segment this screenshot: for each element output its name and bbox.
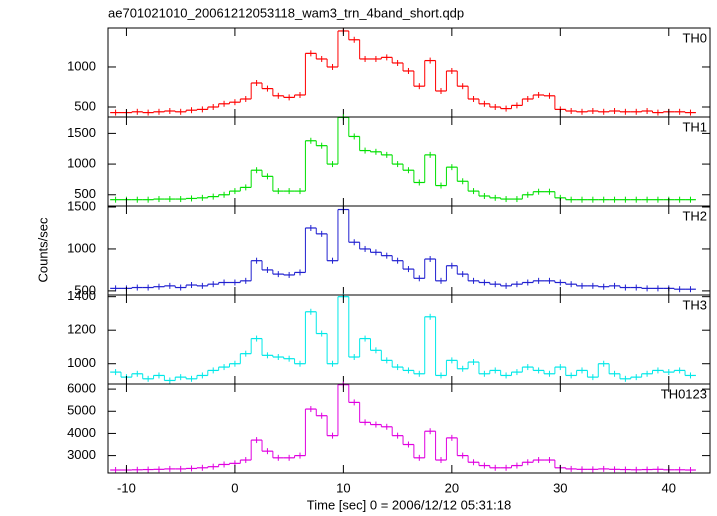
panel-frame (107, 27, 711, 118)
y-tick-label: 1500 (67, 198, 96, 213)
x-axis-label: Time [sec] 0 = 2006/12/12 05:31:18 (307, 497, 511, 512)
y-tick-label: 3000 (67, 447, 96, 462)
x-tick-label: 0 (231, 480, 238, 495)
x-tick-label: 10 (336, 480, 350, 495)
chart-title: ae701021010_20061212053118_wam3_trn_4ban… (108, 5, 464, 20)
x-tick-label: 20 (445, 480, 459, 495)
y-tick-label: 1000 (67, 355, 96, 370)
panel-frame (107, 205, 711, 296)
y-tick-label: 6000 (67, 381, 96, 396)
y-tick-label: 500 (74, 282, 96, 297)
y-tick-label: 4000 (67, 425, 96, 440)
y-axis-label: Counts/sec (35, 217, 50, 283)
y-tick-label: 5000 (67, 403, 96, 418)
panel-frame (107, 116, 711, 207)
y-tick-label: 500 (74, 98, 96, 113)
panel-label: TH0123 (661, 386, 707, 401)
x-tick-label: 30 (553, 480, 567, 495)
panel-label: TH1 (682, 119, 707, 134)
y-tick-label: 1500 (67, 125, 96, 140)
panel-label: TH2 (682, 208, 707, 223)
x-tick-label: 40 (662, 480, 676, 495)
y-tick-label: 1000 (67, 156, 96, 171)
y-tick-label: 1400 (67, 288, 96, 303)
x-tick-label: -10 (117, 480, 136, 495)
panel-label: TH3 (682, 297, 707, 312)
panel-label: TH0 (682, 30, 707, 45)
y-tick-label: 1000 (67, 240, 96, 255)
panel-frame (107, 383, 711, 474)
y-tick-label: 1200 (67, 322, 96, 337)
y-tick-label: 1000 (67, 58, 96, 73)
y-tick-label: 500 (74, 186, 96, 201)
